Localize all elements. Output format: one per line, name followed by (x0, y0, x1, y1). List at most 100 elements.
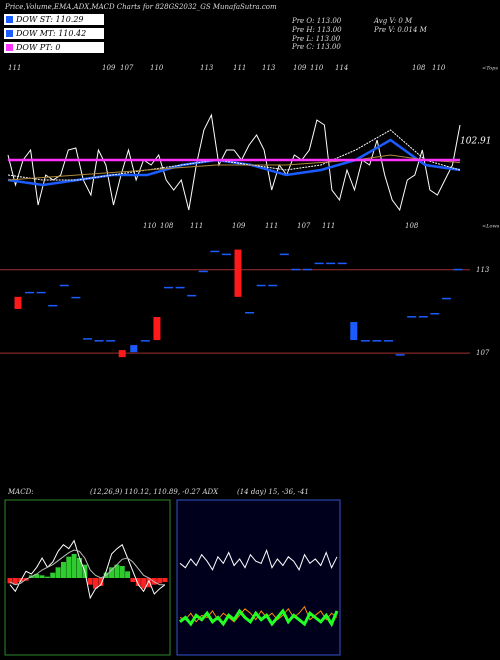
candle (453, 268, 463, 271)
macd-line (9, 539, 166, 600)
legend-box (4, 42, 104, 53)
candle (350, 322, 358, 341)
low-label: 111 (322, 222, 335, 230)
stat-text: Pre C: 113.00 (291, 43, 341, 51)
candle (441, 297, 451, 300)
top-label: 109 (102, 64, 116, 72)
macd-bar (12, 578, 18, 585)
adx-line (179, 608, 339, 628)
legend-box (4, 14, 104, 25)
legend-swatch (6, 30, 13, 37)
candle (71, 296, 81, 299)
candle (187, 294, 197, 297)
macd-bar (50, 572, 56, 578)
candle (153, 317, 161, 341)
y-tick-label: 113 (476, 266, 490, 274)
low-label: 108 (405, 222, 419, 230)
macd-bar (130, 578, 136, 582)
price-line (7, 129, 461, 181)
candle (59, 284, 69, 287)
legend-label: DOW MT: 110.42 (15, 29, 86, 38)
candle (372, 340, 382, 342)
candle (140, 340, 150, 342)
macd-bar (135, 578, 141, 586)
candle (256, 284, 266, 287)
candle (130, 345, 138, 353)
stat-text: Pre H: 113.00 (291, 26, 342, 34)
macd-bar (125, 571, 131, 578)
low-label: 109 (232, 222, 246, 230)
legend-label: DOW PT: 0 (15, 43, 61, 52)
macd-params: (12,26,9) 110.12, 110.89, -0.27 ADX (90, 488, 219, 496)
candle (198, 270, 208, 273)
macd-bar (93, 578, 99, 589)
candle (82, 338, 92, 340)
legend-box (4, 28, 104, 39)
candle (14, 296, 22, 309)
candle (245, 312, 255, 314)
candle (302, 268, 312, 271)
candle (395, 354, 405, 356)
last-price: 102.91 (460, 137, 492, 147)
chart-title: Price,Volume,EMA,ADX,MACD Charts for 828… (4, 3, 277, 11)
macd-bar (151, 578, 157, 585)
candle (94, 340, 104, 342)
low-label: 108 (160, 222, 174, 230)
candle (48, 304, 58, 307)
candle (418, 316, 428, 318)
candle (407, 316, 417, 318)
macd-bar (66, 556, 72, 578)
stat-text: Pre V: 0.014 M (373, 26, 428, 34)
candle (175, 286, 185, 289)
candle (164, 286, 174, 289)
macd-bar (44, 576, 50, 578)
top-label: 107 (120, 64, 134, 72)
candle (268, 284, 278, 287)
macd-bar (39, 575, 45, 578)
candle (36, 291, 46, 294)
adx-panel (176, 499, 341, 656)
price-line (7, 154, 461, 181)
macd-bar (71, 554, 77, 578)
top-label: 111 (233, 64, 246, 72)
candle (279, 253, 289, 256)
macd-bar (141, 578, 147, 589)
candle (384, 340, 394, 342)
low-label: 111 (265, 222, 278, 230)
macd-bar (114, 564, 120, 578)
adx-line (179, 548, 338, 571)
macd-bar (34, 574, 40, 578)
macd-label: MACD: (7, 488, 34, 496)
candle (430, 312, 440, 315)
top-label: 110 (150, 64, 164, 72)
lows-label: <Lows (482, 224, 500, 230)
macd-bar (119, 566, 125, 578)
top-label: 114 (335, 64, 348, 72)
y-tick-label: 107 (476, 349, 490, 357)
macd-bar (98, 578, 104, 586)
candle (234, 249, 242, 297)
top-label: 109 (293, 64, 307, 72)
stat-text: Avg V: 0 M (373, 17, 413, 25)
legend-label: DOW ST: 110.29 (15, 15, 84, 24)
stat-text: Pre L: 113.00 (291, 35, 341, 43)
macd-bar (162, 578, 168, 582)
candle (360, 340, 370, 342)
stat-text: Pre O: 113.00 (291, 17, 342, 25)
low-label: 111 (190, 222, 203, 230)
low-label: 110 (143, 222, 157, 230)
top-label: 113 (200, 64, 214, 72)
top-label: 108 (412, 64, 426, 72)
macd-bar (87, 578, 93, 585)
candle (337, 262, 347, 265)
candle (210, 250, 220, 253)
candle (326, 262, 336, 265)
candle (106, 340, 116, 342)
low-label: 107 (297, 222, 311, 230)
candle (291, 268, 301, 271)
top-label: 113 (262, 64, 276, 72)
top-label: 110 (310, 64, 324, 72)
macd-bar (157, 578, 163, 584)
tops-label: <Tops (482, 66, 498, 72)
